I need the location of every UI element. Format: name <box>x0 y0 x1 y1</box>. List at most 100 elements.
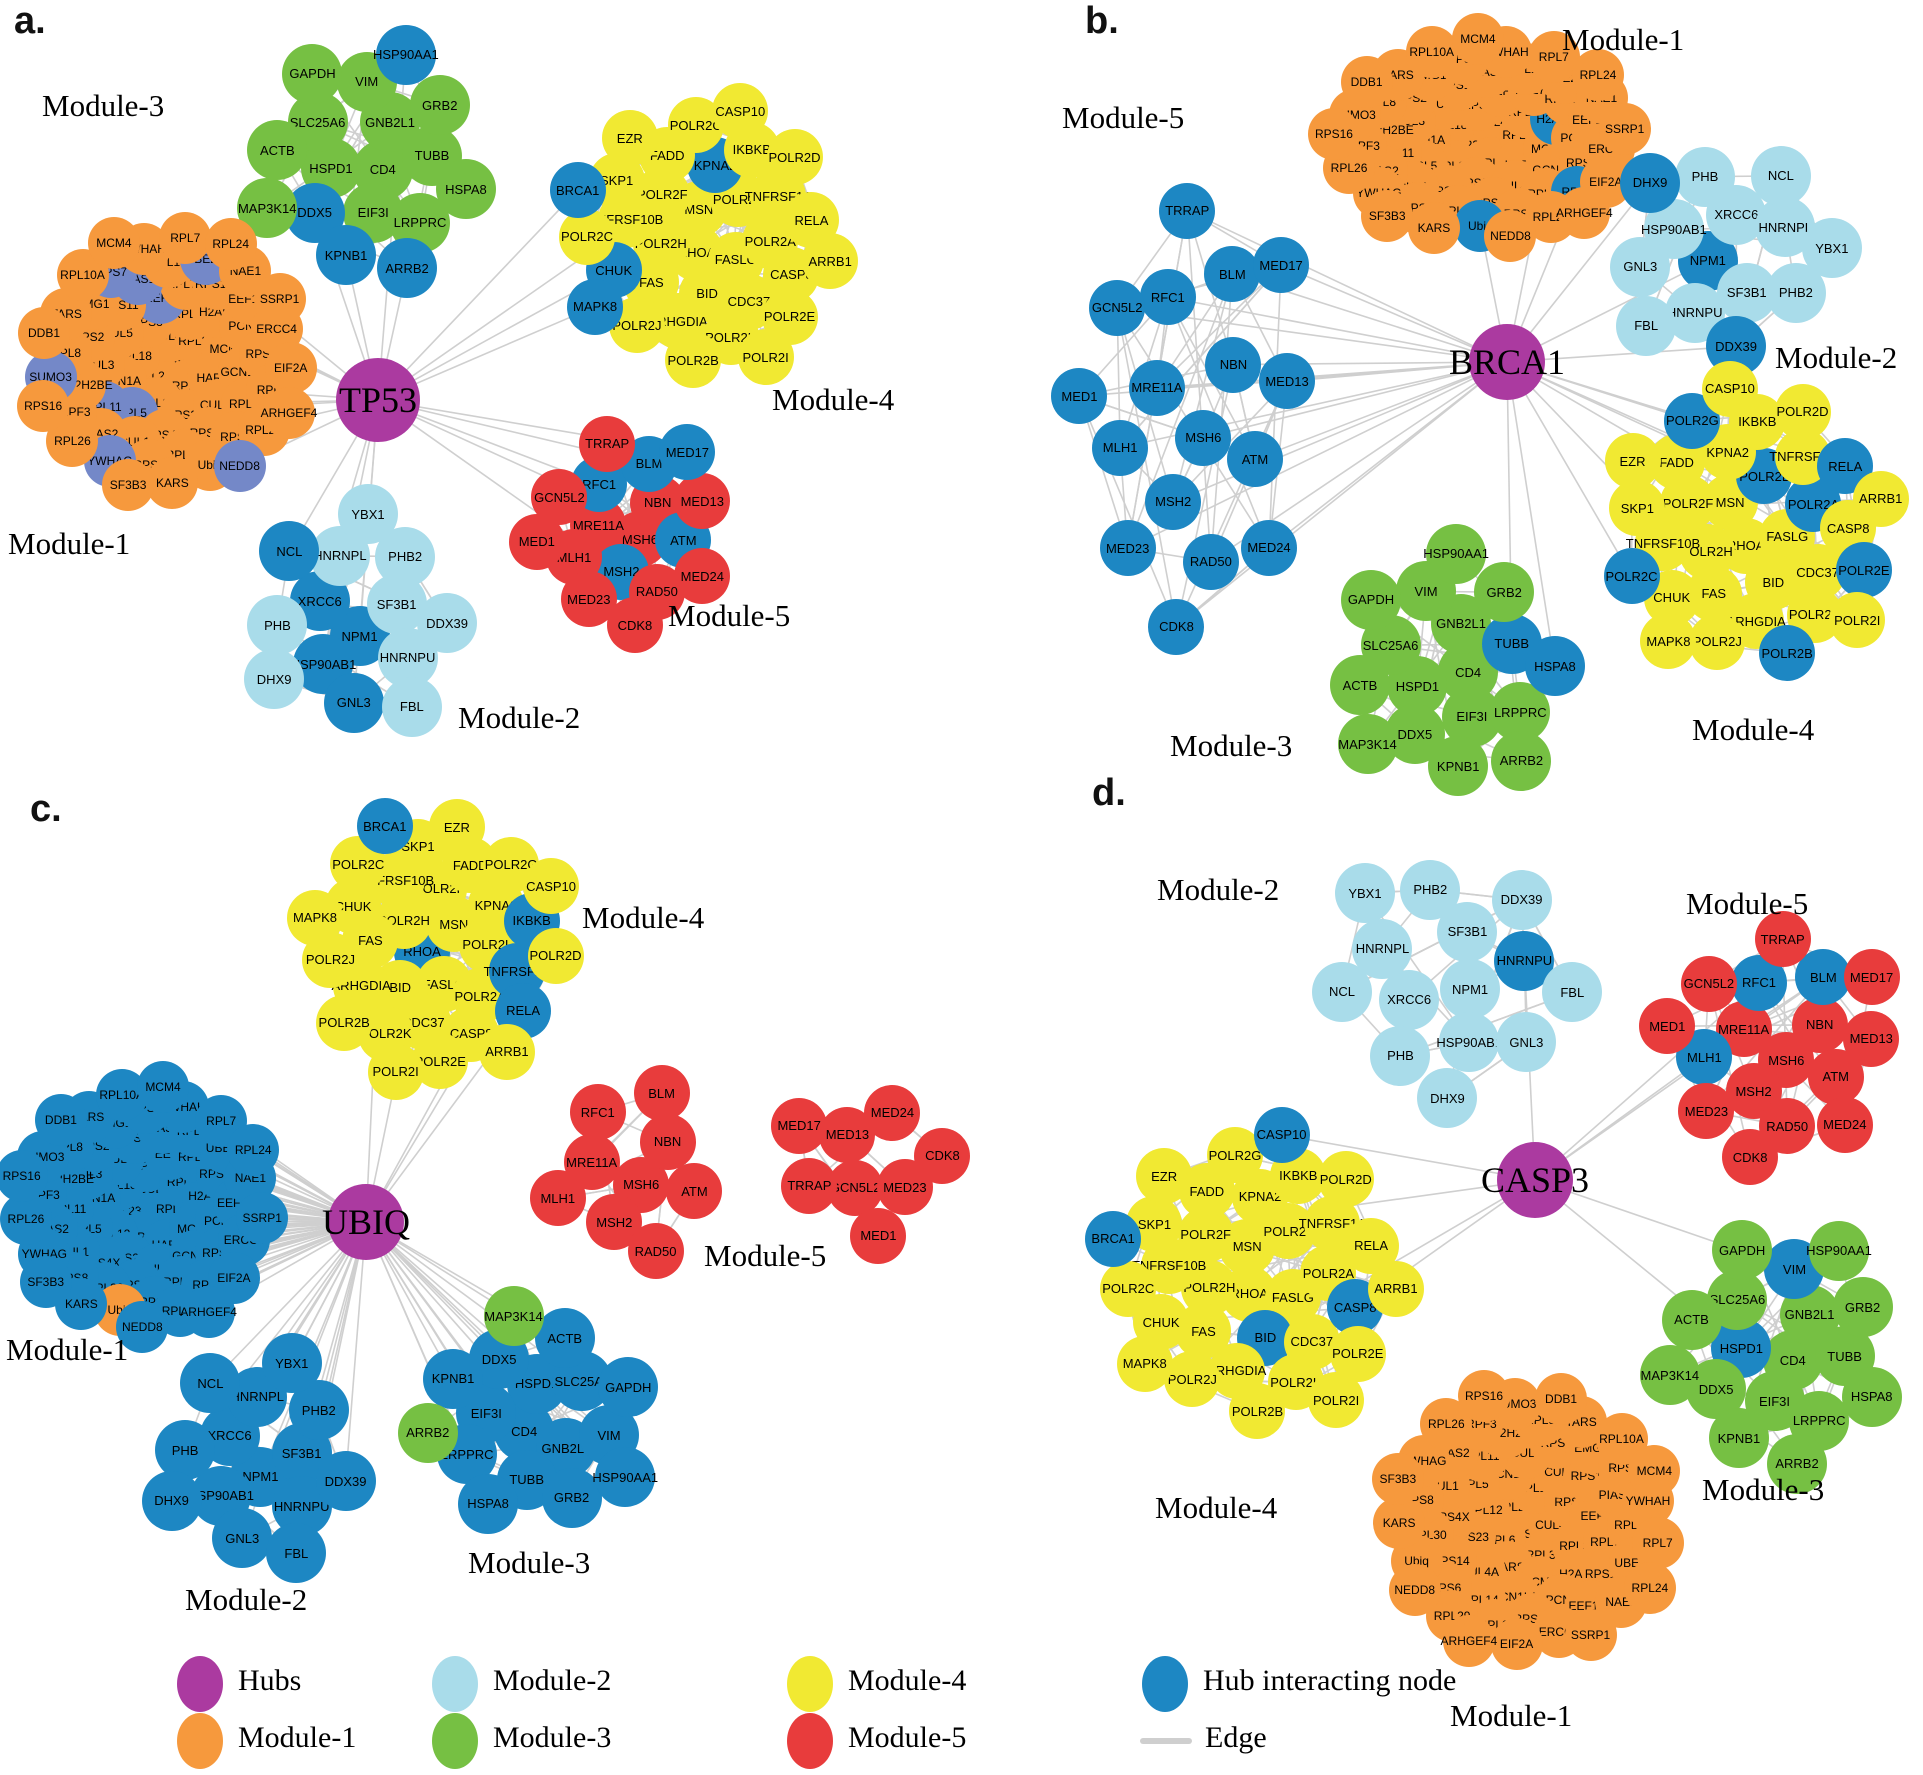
node-FBL[interactable]: FBL <box>381 676 442 737</box>
node-BLM[interactable]: BLM <box>1204 246 1261 303</box>
node-HSP90AA1[interactable]: HSP90AA1 <box>373 24 439 85</box>
node-FBL[interactable]: FBL <box>1616 295 1677 356</box>
node-HSPA8[interactable]: HSPA8 <box>1524 636 1585 697</box>
node-KPNB1[interactable]: KPNB1 <box>1708 1408 1769 1469</box>
hub-brca1[interactable]: BRCA1 <box>1449 324 1565 400</box>
node-HSP90AA1[interactable]: HSP90AA1 <box>1423 523 1489 584</box>
node-EIF2A[interactable]: EIF2A <box>264 342 317 395</box>
node-ACTB[interactable]: ACTB <box>1329 655 1390 716</box>
node-RPL7[interactable]: RPL7 <box>1631 1516 1684 1569</box>
node-MED1[interactable]: MED1 <box>850 1207 907 1264</box>
node-EZR[interactable]: EZR <box>601 110 658 167</box>
node-MED17[interactable]: MED17 <box>1843 949 1900 1006</box>
hub-ubiq[interactable]: UBIQ <box>322 1184 410 1260</box>
node-POLR2E[interactable]: POLR2E <box>1329 1325 1386 1382</box>
node-KPNB1[interactable]: KPNB1 <box>316 225 377 286</box>
node-NBN[interactable]: NBN <box>1791 996 1848 1053</box>
node-RAD50[interactable]: RAD50 <box>627 1223 684 1279</box>
node-MED13[interactable]: MED13 <box>1843 1010 1900 1067</box>
node-ARRB2[interactable]: ARRB2 <box>397 1402 458 1463</box>
node-POLR2I[interactable]: POLR2I <box>737 329 794 386</box>
node-NEDD8[interactable]: NEDD8 <box>1484 209 1537 262</box>
node-GRB2[interactable]: GRB2 <box>1474 562 1535 623</box>
node-MLH1[interactable]: MLH1 <box>1092 419 1149 476</box>
node-RPS16[interactable]: RPS16 <box>17 380 70 433</box>
hub-tp53[interactable]: TP53 <box>336 358 420 442</box>
node-GNL3[interactable]: GNL3 <box>1496 1012 1557 1073</box>
node-POLR2J[interactable]: POLR2J <box>1164 1351 1221 1408</box>
node-RPL26[interactable]: RPL26 <box>46 414 99 467</box>
node-ACTB[interactable]: ACTB <box>534 1308 595 1368</box>
node-MAPK8[interactable]: MAPK8 <box>287 889 343 946</box>
node-ARRB1[interactable]: ARRB1 <box>1367 1260 1424 1317</box>
node-CDK8[interactable]: CDK8 <box>914 1127 971 1184</box>
node-ACTB[interactable]: ACTB <box>1661 1289 1722 1350</box>
node-SSRP1[interactable]: SSRP1 <box>1564 1609 1617 1662</box>
node-CASP10[interactable]: CASP10 <box>712 83 769 140</box>
node-BRCA1[interactable]: BRCA1 <box>549 162 606 219</box>
node-MAPK8[interactable]: MAPK8 <box>567 278 624 335</box>
node-NEDD8[interactable]: NEDD8 <box>213 439 266 492</box>
node-CASP10[interactable]: CASP10 <box>1253 1106 1310 1163</box>
node-HNRNPL[interactable]: HNRNPL <box>1352 918 1413 979</box>
node-DDX39[interactable]: DDX39 <box>315 1451 376 1512</box>
node-RPL10A[interactable]: RPL10A <box>1595 1413 1648 1466</box>
node-MED1[interactable]: MED1 <box>1051 368 1108 425</box>
node-POLR2D[interactable]: POLR2D <box>1317 1151 1374 1208</box>
node-MLH1[interactable]: MLH1 <box>529 1170 586 1227</box>
node-TNFRSF10B[interactable]: TNFRSF10B <box>1626 515 1700 571</box>
node-CDK8[interactable]: CDK8 <box>606 597 663 654</box>
node-HSPD1[interactable]: HSPD1 <box>1711 1318 1772 1379</box>
node-SSRP1[interactable]: SSRP1 <box>253 272 306 325</box>
node-NCL[interactable]: NCL <box>259 521 320 582</box>
node-BRCA1[interactable]: BRCA1 <box>356 798 413 855</box>
node-POLR2E[interactable]: POLR2E <box>1835 542 1892 599</box>
node-MSH2[interactable]: MSH2 <box>1145 473 1202 530</box>
hub-casp3[interactable]: CASP3 <box>1481 1142 1589 1218</box>
node-BRCA1[interactable]: BRCA1 <box>1085 1210 1142 1267</box>
node-PHB2[interactable]: PHB2 <box>1400 859 1461 920</box>
node-ARHGEF4[interactable]: ARHGEF4 <box>1556 187 1613 240</box>
node-DHX9[interactable]: DHX9 <box>244 649 305 710</box>
node-RPS16[interactable]: RPS16 <box>1458 1369 1511 1422</box>
node-GCN5L2[interactable]: GCN5L2 <box>1089 279 1146 336</box>
node-PHB[interactable]: PHB <box>1370 1025 1431 1086</box>
node-HSP90AB1[interactable]: HSP90AB1 <box>1436 1012 1502 1073</box>
node-POLR2C[interactable]: POLR2C <box>558 208 615 265</box>
node-GNL3[interactable]: GNL3 <box>212 1508 273 1569</box>
node-POLR2I[interactable]: POLR2I <box>1829 592 1886 649</box>
node-SF3B3[interactable]: SF3B3 <box>102 459 155 512</box>
node-RPS16[interactable]: RPS16 <box>0 1150 48 1203</box>
node-POLR2C[interactable]: POLR2C <box>1100 1260 1157 1317</box>
node-MED24[interactable]: MED24 <box>1816 1096 1873 1153</box>
node-KARS[interactable]: KARS <box>1407 201 1460 254</box>
node-TRRAP[interactable]: TRRAP <box>1754 911 1811 968</box>
node-CDK8[interactable]: CDK8 <box>1722 1129 1779 1186</box>
node-NBN[interactable]: NBN <box>1205 336 1262 393</box>
node-HSP90AA1[interactable]: HSP90AA1 <box>592 1447 658 1508</box>
node-NBN[interactable]: NBN <box>639 1113 696 1170</box>
node-RPL24[interactable]: RPL24 <box>204 218 257 271</box>
node-GRB2[interactable]: GRB2 <box>409 75 470 136</box>
node-MED1[interactable]: MED1 <box>1639 998 1696 1055</box>
node-MED1[interactable]: MED1 <box>508 513 565 570</box>
node-MAPK8[interactable]: MAPK8 <box>1116 1335 1173 1392</box>
node-RPL24[interactable]: RPL24 <box>1572 48 1624 101</box>
node-TRRAP[interactable]: TRRAP <box>781 1157 838 1214</box>
node-ARRB2[interactable]: ARRB2 <box>377 238 438 299</box>
node-POLR2D[interactable]: POLR2D <box>527 927 584 984</box>
node-ATM[interactable]: ATM <box>666 1163 723 1220</box>
node-MED17[interactable]: MED17 <box>771 1097 828 1154</box>
node-POLR2J[interactable]: POLR2J <box>608 297 665 354</box>
node-NEDD8[interactable]: NEDD8 <box>116 1300 169 1353</box>
node-MCM4[interactable]: MCM4 <box>87 217 140 270</box>
node-MAPK8[interactable]: MAPK8 <box>1640 613 1697 670</box>
node-RPL7[interactable]: RPL7 <box>1527 30 1580 83</box>
node-RPL24[interactable]: RPL24 <box>227 1123 280 1176</box>
node-RFC1[interactable]: RFC1 <box>569 1084 626 1141</box>
node-EZR[interactable]: EZR <box>428 799 485 856</box>
node-MED13[interactable]: MED13 <box>674 473 731 530</box>
node-DHX9[interactable]: DHX9 <box>1620 152 1681 213</box>
node-BLM[interactable]: BLM <box>1795 949 1852 1006</box>
node-RPS16[interactable]: RPS16 <box>1307 107 1360 160</box>
